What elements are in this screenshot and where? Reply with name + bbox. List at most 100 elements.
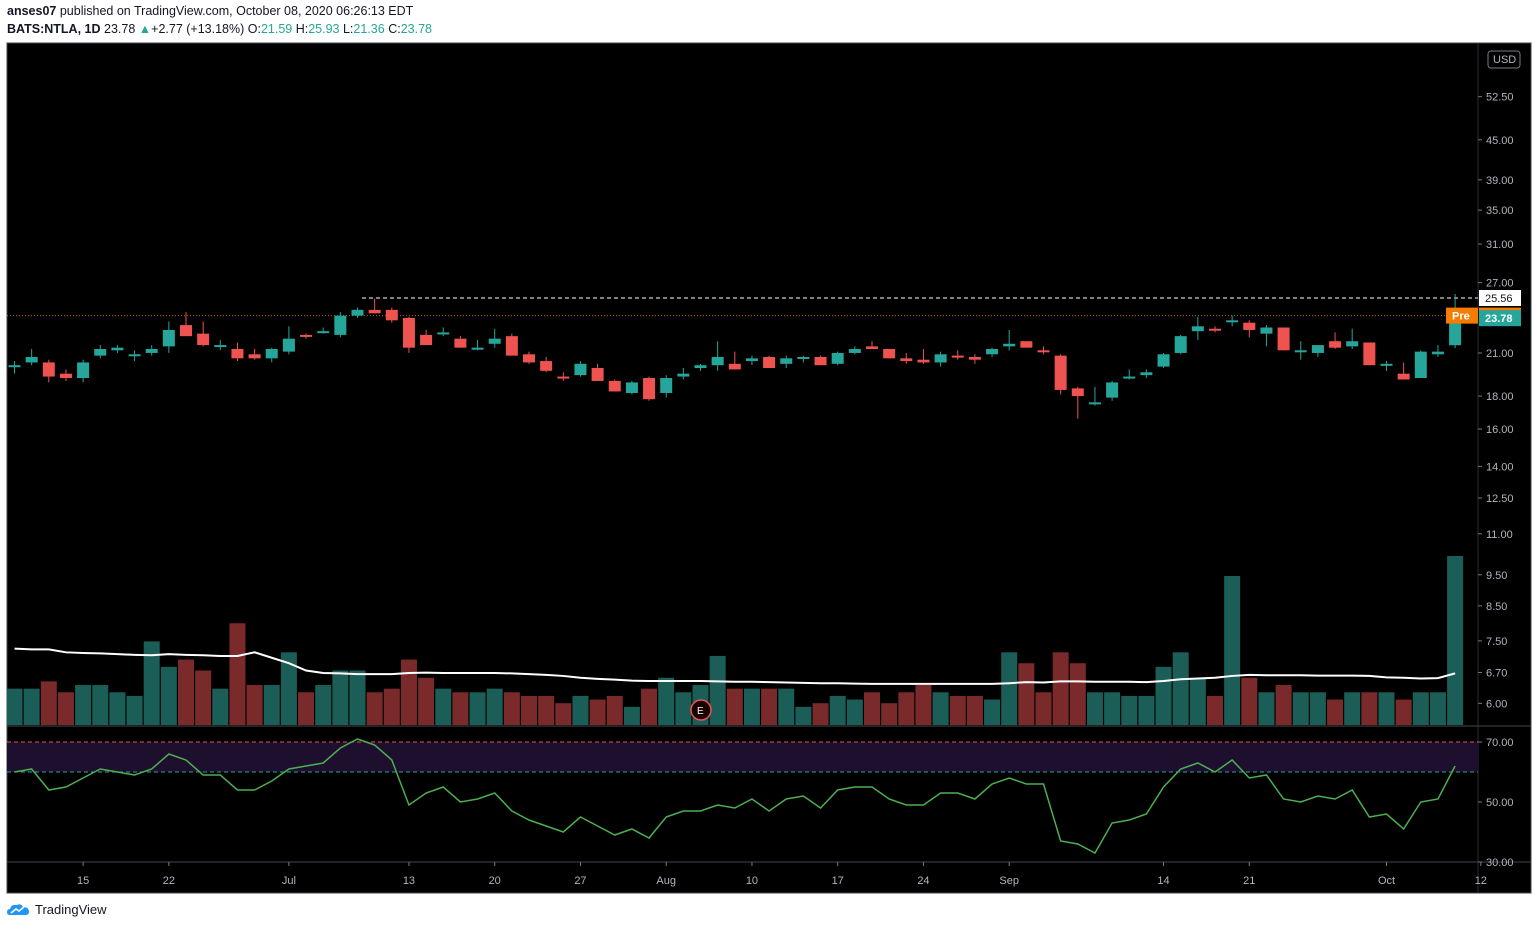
volume-bar — [932, 692, 949, 725]
candle-body — [523, 354, 535, 363]
candle-body — [900, 358, 913, 362]
candle-body — [128, 354, 141, 357]
price-tick-label: 21.00 — [1486, 348, 1514, 360]
time-tick-label: 27 — [574, 875, 586, 887]
volume-bar — [349, 670, 366, 725]
volume-bar — [1052, 652, 1069, 725]
symbol-label: BATS:NTLA, 1D — [7, 22, 101, 36]
candle-body — [1260, 327, 1273, 334]
earnings-marker-icon — [690, 699, 712, 721]
volume-bar — [521, 695, 537, 725]
candle-body — [883, 348, 896, 359]
candle-body — [1209, 328, 1221, 331]
candle-body — [917, 359, 930, 363]
volume-bar — [795, 706, 812, 725]
price-tick-label: 9.50 — [1486, 570, 1507, 582]
volume-bar — [1207, 695, 1223, 725]
open-label: O: — [247, 22, 261, 36]
volume-bar — [1344, 692, 1361, 725]
rsi-line — [14, 738, 1456, 855]
volume-bar — [246, 685, 263, 725]
volume-bar — [743, 688, 760, 725]
candle-body — [197, 333, 210, 346]
candle-body — [540, 361, 553, 371]
candle-body — [368, 309, 381, 314]
volume-bar — [469, 692, 486, 725]
time-tick-label: 21 — [1243, 875, 1255, 887]
earnings-marker-label: E — [697, 706, 704, 717]
candle-body — [574, 363, 587, 376]
volume-bar — [1395, 699, 1412, 725]
volume-bar — [658, 677, 675, 725]
candle-body — [591, 367, 604, 381]
volume-bar — [263, 685, 280, 725]
candle-body — [986, 348, 999, 355]
candle-body — [968, 356, 981, 360]
candle-body — [145, 348, 158, 353]
volume-bar — [881, 703, 898, 725]
candle-body — [8, 365, 21, 368]
candle-body — [608, 380, 621, 392]
volume-bar — [1001, 652, 1018, 725]
candle-body — [1346, 341, 1359, 347]
price-tick-label: 39.00 — [1486, 175, 1514, 187]
volume-bar — [606, 695, 623, 725]
publisher-name[interactable]: anses07 — [7, 4, 57, 18]
price-tick-label: 6.00 — [1486, 698, 1507, 710]
price-tick-label: 18.00 — [1486, 391, 1514, 403]
volume-bar — [332, 670, 349, 725]
candle-body — [351, 309, 364, 316]
volume-bar — [92, 685, 109, 725]
volume-bar — [1138, 695, 1155, 725]
candle-body — [1226, 320, 1239, 323]
candle-body — [763, 356, 776, 368]
tradingview-cloud-icon — [7, 903, 29, 915]
tradingview-logo[interactable]: TradingView — [7, 902, 107, 917]
candle-body — [951, 355, 964, 358]
volume-bar — [1378, 692, 1395, 725]
candle-body — [1123, 376, 1136, 379]
candle-body — [1054, 355, 1067, 390]
volume-bar — [298, 692, 315, 725]
high-label: H: — [295, 22, 309, 36]
price-tick-label: 31.00 — [1486, 239, 1514, 251]
legend-row: BATS:NTLA, 1D 23.78 ▲+2.77 (+13.18%) O:2… — [7, 22, 432, 36]
candle-body — [385, 309, 398, 321]
candle-body — [1380, 363, 1393, 366]
volume-bar — [178, 659, 194, 725]
close-label: C: — [388, 22, 401, 36]
resistance-price-label: 25.56 — [1485, 293, 1513, 305]
volume-bar — [1309, 692, 1326, 725]
candle-body — [59, 373, 72, 379]
volume-bar — [486, 688, 503, 725]
candle-body — [437, 332, 450, 335]
open-value: 21.59 — [260, 22, 293, 36]
volume-bar — [280, 652, 297, 725]
candle-body — [660, 378, 673, 393]
price-tick-label: 12.50 — [1486, 493, 1514, 505]
candle-body — [1294, 350, 1307, 353]
volume-bar — [675, 692, 692, 725]
volume-bar — [126, 695, 143, 725]
volume-bar — [400, 659, 417, 725]
candle-body — [77, 362, 90, 379]
volume-bar — [366, 692, 383, 725]
candle-body — [814, 356, 827, 366]
last-price-tag — [1479, 310, 1521, 327]
volume-bar — [6, 688, 23, 725]
volume-bar — [212, 688, 229, 725]
price-tick-label: 14.00 — [1486, 461, 1514, 473]
candle-body — [1397, 373, 1410, 380]
time-tick-label: Jul — [282, 875, 296, 887]
candle-body — [745, 358, 758, 362]
candle-body — [180, 325, 192, 337]
volume-bar — [641, 688, 658, 725]
time-tick-label: Aug — [656, 875, 676, 887]
currency-label: USD — [1493, 54, 1516, 66]
candle-body — [866, 346, 878, 349]
volume-bar — [1361, 692, 1378, 725]
candle-body — [488, 338, 501, 344]
candle-body — [1329, 341, 1342, 348]
volume-bar — [915, 685, 932, 725]
